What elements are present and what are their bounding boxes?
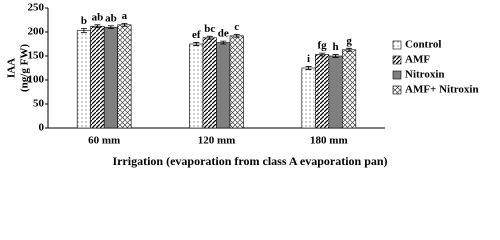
error-bar	[319, 52, 326, 57]
y-tick-label: 200	[28, 26, 45, 38]
x-tick-label: 180 mm	[310, 135, 348, 147]
bar	[315, 54, 330, 129]
y-tick-label: 100	[28, 74, 45, 86]
y-axis-label: IAA	[6, 58, 18, 78]
bar	[90, 25, 105, 129]
bar	[103, 26, 118, 129]
bar	[229, 35, 244, 129]
error-bar	[206, 35, 213, 40]
error-bar	[94, 24, 101, 29]
significance-letter: bc	[204, 23, 215, 35]
error-bar	[121, 22, 128, 27]
bar	[117, 24, 132, 129]
significance-letter: ab	[92, 11, 104, 23]
significance-letter: a	[122, 10, 128, 22]
y-tick-label: 0	[39, 122, 45, 134]
bar	[328, 55, 343, 129]
significance-letter: ef	[192, 29, 201, 41]
bar	[216, 42, 231, 129]
error-bar	[220, 40, 227, 45]
y-axis-label: (ng/g FW)	[19, 44, 31, 92]
x-tick-label: 120 mm	[198, 135, 236, 147]
error-bar	[346, 47, 353, 52]
error-bar	[332, 54, 339, 58]
significance-letter: fg	[317, 40, 327, 52]
significance-letter: h	[333, 41, 339, 53]
y-tick-label: 150	[28, 50, 45, 62]
significance-letter: g	[346, 35, 352, 47]
significance-letter: de	[218, 28, 229, 40]
x-axis-label: Irrigation (evaporation from class A eva…	[112, 154, 387, 168]
significance-letter: i	[307, 53, 310, 65]
bar	[202, 37, 217, 129]
significance-letter: b	[81, 15, 87, 27]
legend-label: AMF+ Nitroxin	[405, 84, 479, 96]
y-tick-label: 50	[33, 98, 45, 110]
legend-swatch	[392, 85, 402, 95]
x-tick-label: 60 mm	[88, 135, 120, 147]
legend-label: AMF	[405, 54, 430, 66]
bar	[301, 67, 316, 129]
significance-letter: c	[234, 21, 239, 33]
legend-label: Nitroxin	[405, 69, 445, 81]
bar	[189, 43, 204, 129]
error-bar	[305, 66, 312, 70]
legend-swatch	[392, 40, 402, 50]
error-bar	[80, 28, 87, 33]
chart: Irrigation (evaporation from class A eva…	[6, 2, 479, 168]
error-bar	[193, 42, 200, 46]
significance-letter: ab	[105, 12, 117, 24]
bar	[76, 30, 91, 129]
error-bar	[107, 25, 114, 30]
legend-swatch	[392, 55, 402, 65]
legend-label: Control	[405, 39, 441, 51]
legend-swatch	[392, 70, 402, 80]
bar	[342, 49, 357, 129]
y-tick-label: 250	[28, 2, 45, 14]
error-bar	[233, 34, 240, 38]
